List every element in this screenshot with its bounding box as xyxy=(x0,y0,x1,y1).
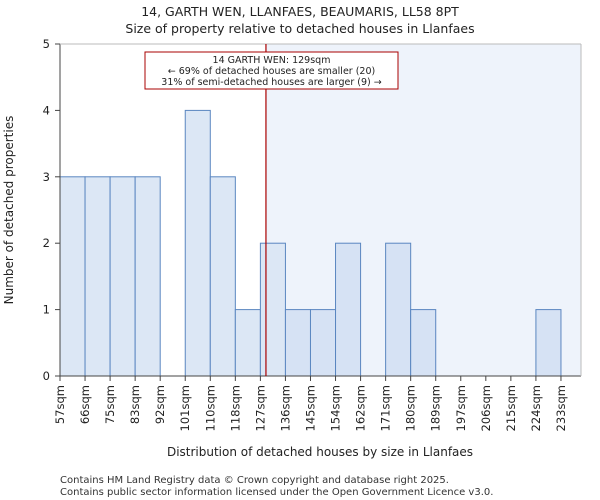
y-tick-label-2: 2 xyxy=(43,236,50,250)
x-tick-label-197sqm: 197sqm xyxy=(454,385,468,431)
x-tick-label-145sqm: 145sqm xyxy=(303,385,317,431)
x-tick-label-75sqm: 75sqm xyxy=(103,385,117,424)
x-tick-label-83sqm: 83sqm xyxy=(128,385,142,424)
bar-57sqm xyxy=(59,176,86,377)
annotation-line-1: 14 GARTH WEN: 129sqm xyxy=(213,55,331,66)
bars xyxy=(59,109,562,377)
y-ticks: 0 1 2 3 4 5 xyxy=(43,37,60,383)
x-tick-label-127sqm: 127sqm xyxy=(253,385,267,431)
bar-66sqm xyxy=(84,176,111,377)
bar-118sqm xyxy=(234,309,261,377)
chart-title: 14, GARTH WEN, LLANFAES, BEAUMARIS, LL58… xyxy=(141,4,459,19)
x-tick-label-136sqm: 136sqm xyxy=(278,385,292,431)
x-tick-label-180sqm: 180sqm xyxy=(404,385,418,431)
annotation-line-2: ← 69% of detached houses are smaller (20… xyxy=(168,66,375,77)
x-tick-label-162sqm: 162sqm xyxy=(354,385,368,431)
bar-83sqm xyxy=(134,176,161,377)
bar-224sqm xyxy=(535,309,562,377)
x-tick-label-206sqm: 206sqm xyxy=(479,385,493,431)
y-tick-label-3: 3 xyxy=(43,170,50,184)
x-tick-label-154sqm: 154sqm xyxy=(329,385,343,431)
annotation-line-3: 31% of semi-detached houses are larger (… xyxy=(161,77,381,88)
bar-75sqm xyxy=(109,176,136,377)
footer-line-2: Contains public sector information licen… xyxy=(60,487,493,498)
x-tick-label-215sqm: 215sqm xyxy=(504,385,518,431)
x-tick-label-110sqm: 110sqm xyxy=(203,385,217,431)
x-tick-label-66sqm: 66sqm xyxy=(78,385,92,424)
x-tick-label-171sqm: 171sqm xyxy=(379,385,393,431)
x-tick-label-189sqm: 189sqm xyxy=(429,385,443,431)
bar-127sqm xyxy=(259,242,286,377)
bar-180sqm xyxy=(410,309,437,377)
bar-136sqm xyxy=(284,309,311,377)
footer-line-1: Contains HM Land Registry data © Crown c… xyxy=(60,475,449,486)
y-tick-label-5: 5 xyxy=(43,37,50,51)
x-tick-label-57sqm: 57sqm xyxy=(53,385,67,424)
bar-154sqm xyxy=(335,242,362,377)
bar-171sqm xyxy=(385,242,412,377)
y-tick-label-4: 4 xyxy=(43,103,50,117)
x-tick-label-118sqm: 118sqm xyxy=(228,385,242,431)
y-tick-label-0: 0 xyxy=(43,369,50,383)
x-tick-label-101sqm: 101sqm xyxy=(178,385,192,431)
y-tick-label-1: 1 xyxy=(43,303,50,317)
bar-101sqm xyxy=(184,109,211,377)
x-axis-label: Distribution of detached houses by size … xyxy=(167,445,473,459)
x-tick-label-233sqm: 233sqm xyxy=(554,385,568,431)
bar-110sqm xyxy=(209,176,236,377)
x-tick-label-224sqm: 224sqm xyxy=(529,385,543,431)
x-ticks: 57sqm 66sqm 75sqm 83sqm 92sqm 101sqm 110sqm 118… xyxy=(53,376,568,431)
chart-subtitle: Size of property relative to detached ho… xyxy=(125,21,474,36)
bar-145sqm xyxy=(309,309,337,377)
annotation-box xyxy=(144,51,399,90)
x-tick-label-92sqm: 92sqm xyxy=(153,385,167,424)
y-axis-label: Number of detached properties xyxy=(2,116,16,305)
